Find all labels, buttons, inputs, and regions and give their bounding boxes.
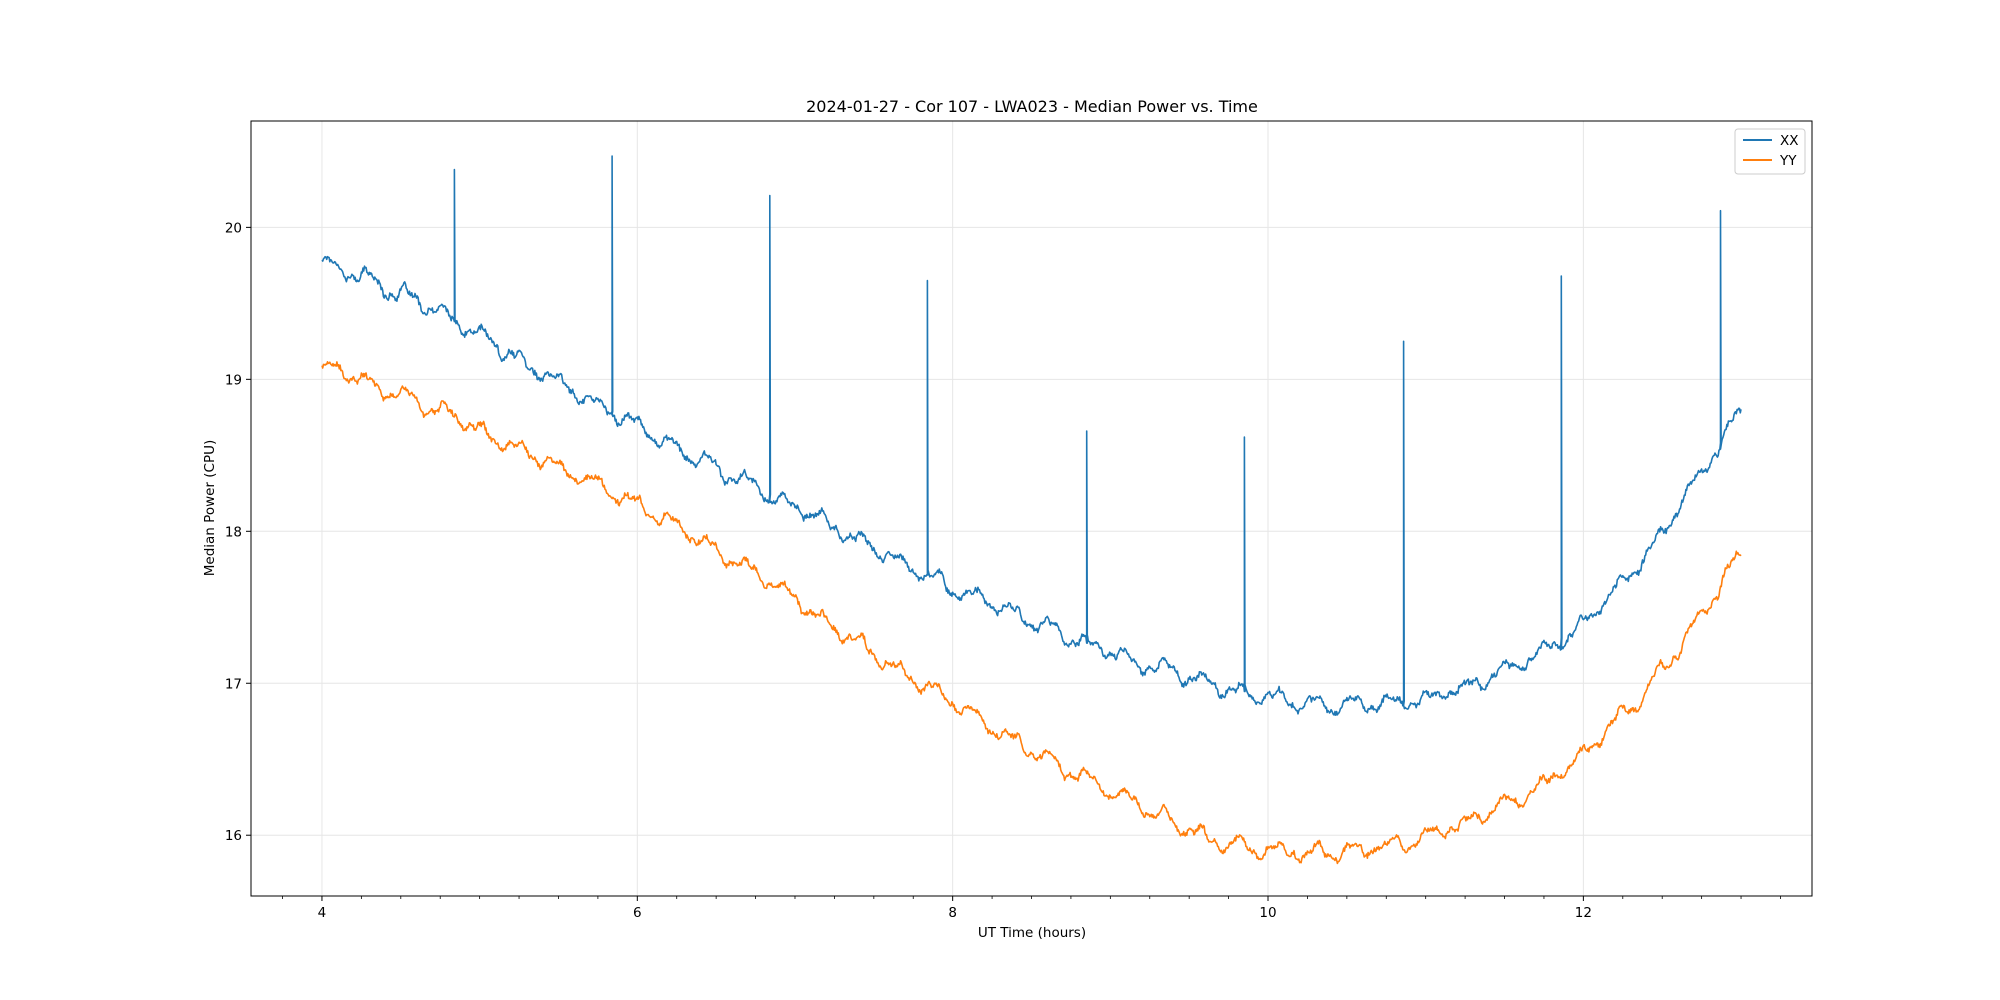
legend-label-xx: XX — [1780, 133, 1799, 149]
x-tick-label: 6 — [633, 905, 642, 921]
series-line-yy — [321, 361, 1742, 865]
x-tick-label: 8 — [948, 905, 957, 921]
x-tick-label: 4 — [318, 905, 327, 921]
y-tick-label: 18 — [225, 524, 242, 540]
legend: XX YY — [1734, 128, 1806, 175]
axis-ticks: 4 6 8 10 12 16 17 18 19 20 — [225, 220, 1781, 921]
legend-label-yy: YY — [1779, 153, 1797, 169]
x-axis-label: UT Time (hours) — [978, 925, 1086, 941]
y-tick-label: 19 — [225, 372, 242, 388]
data-series — [321, 155, 1742, 865]
x-tick-label: 10 — [1259, 905, 1276, 921]
grid-lines — [251, 121, 1812, 896]
x-tick-label: 12 — [1575, 905, 1592, 921]
y-axis-label: Median Power (CPU) — [202, 440, 218, 576]
series-line-xx — [321, 155, 1742, 716]
chart-title: 2024-01-27 - Cor 107 - LWA023 - Median P… — [806, 97, 1258, 116]
y-tick-label: 16 — [225, 828, 242, 844]
y-tick-label: 20 — [225, 220, 242, 236]
y-tick-label: 17 — [225, 676, 242, 692]
